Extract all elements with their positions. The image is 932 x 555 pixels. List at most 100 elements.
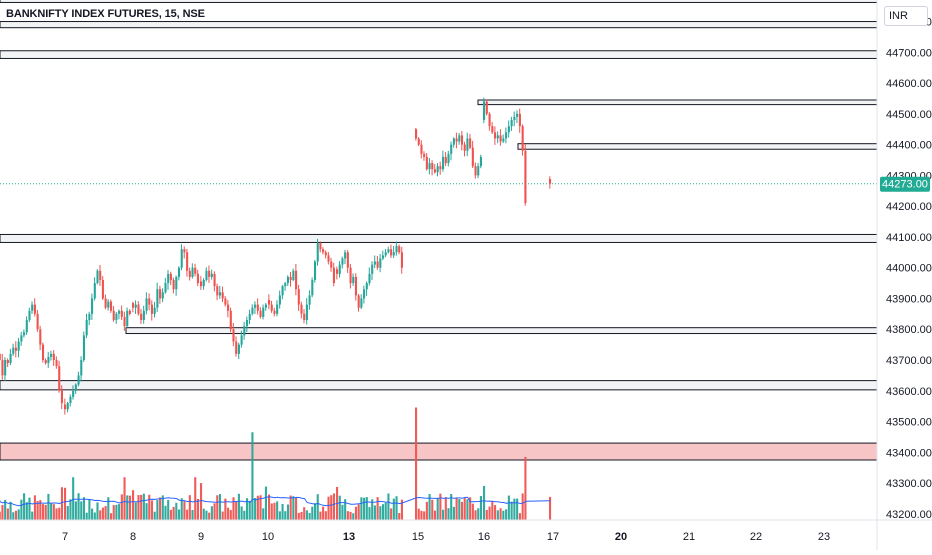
candle (235, 341, 238, 354)
candle (196, 273, 199, 284)
candle (74, 384, 77, 391)
candle (264, 304, 267, 308)
volume-bar (349, 511, 352, 520)
candle (256, 304, 259, 311)
symbol-title[interactable]: BANKNIFTY INDEX FUTURES, 15, NSE (6, 8, 205, 20)
volume-bar (379, 506, 382, 520)
candle (140, 313, 143, 320)
volume-bar (354, 506, 358, 520)
volume-bar (365, 497, 368, 520)
volume-bar (36, 501, 39, 520)
volume-bar (164, 505, 167, 520)
candle (483, 101, 486, 120)
candle (245, 320, 249, 327)
candle (200, 281, 203, 287)
candle (311, 280, 314, 296)
price-tick-label: 43900.00 (886, 293, 932, 305)
volume-bar (295, 498, 298, 520)
volume-bar (300, 511, 303, 520)
volume-bar (210, 506, 213, 520)
candle (268, 300, 271, 305)
volume-bar (218, 494, 222, 520)
candle (379, 258, 382, 268)
candle (14, 347, 18, 351)
candle (494, 132, 497, 139)
volume-bar (101, 507, 104, 520)
volume-bar (357, 504, 360, 520)
candle (327, 255, 330, 262)
volume-bar (360, 497, 363, 520)
candle (488, 113, 491, 127)
volume-bar (9, 501, 12, 520)
volume-bar (341, 504, 344, 520)
candle (169, 273, 172, 280)
volume-bar (161, 495, 164, 520)
volume-bar (126, 495, 129, 520)
candle (368, 273, 371, 284)
volume-bar (159, 497, 162, 520)
candle (167, 273, 170, 284)
volume-bar (268, 494, 271, 520)
volume-bar (112, 505, 115, 520)
candle (229, 310, 232, 330)
candle (161, 292, 164, 299)
candle (471, 147, 474, 167)
volume-bar (452, 506, 455, 520)
time-scale[interactable]: 7 8 9 10 13 15 16 17 20 21 22 23 (62, 531, 830, 543)
candle (248, 313, 251, 320)
price-zone (517, 143, 878, 150)
price-tick-label: 44100.00 (886, 232, 932, 244)
volume-bar (72, 477, 75, 520)
candle (319, 243, 322, 250)
candle (460, 135, 464, 145)
last-price-badge (880, 176, 930, 192)
candle (132, 303, 135, 308)
volume-bar (376, 497, 379, 520)
candle (134, 304, 137, 308)
candle (254, 304, 257, 308)
candle (109, 301, 113, 311)
volume-bar (316, 494, 319, 520)
currency-button[interactable]: INR (884, 6, 928, 26)
candle (112, 310, 115, 320)
volume-bar (194, 477, 197, 520)
candle (17, 341, 20, 351)
volume-bar (450, 494, 453, 520)
price-tick-label: 44000.00 (886, 263, 932, 275)
volume-layer (0, 407, 552, 520)
candle (159, 289, 162, 299)
volume-bar (66, 506, 69, 520)
volume-bar (442, 509, 445, 520)
volume-bar (25, 502, 28, 520)
last-price-label: 44273.00 (880, 176, 930, 192)
candle (510, 120, 513, 127)
candle (373, 261, 376, 265)
price-scale[interactable]: 44800.0044700.0044600.0044500.0044400.00… (886, 17, 932, 521)
volume-bar (479, 496, 482, 520)
candle (80, 360, 83, 376)
price-zone (0, 442, 878, 461)
candle (423, 153, 426, 157)
volume-bar (14, 510, 18, 520)
price-zone (0, 21, 878, 29)
volume-bar (502, 510, 505, 520)
candle (502, 138, 505, 142)
candle (72, 390, 75, 397)
volume-bar (47, 493, 50, 520)
candle (104, 298, 107, 308)
candle (450, 144, 453, 154)
candle (6, 360, 9, 364)
candle (428, 163, 431, 170)
volume-bar (150, 500, 154, 520)
volume-bar (88, 499, 91, 520)
candle (221, 292, 224, 299)
volume-bar (74, 501, 77, 520)
candle (273, 310, 276, 314)
price-tick-label: 44700.00 (886, 47, 932, 59)
volume-bar (28, 497, 31, 520)
volume-bar (169, 509, 172, 520)
candle (458, 135, 461, 142)
volume-bar (344, 499, 347, 520)
